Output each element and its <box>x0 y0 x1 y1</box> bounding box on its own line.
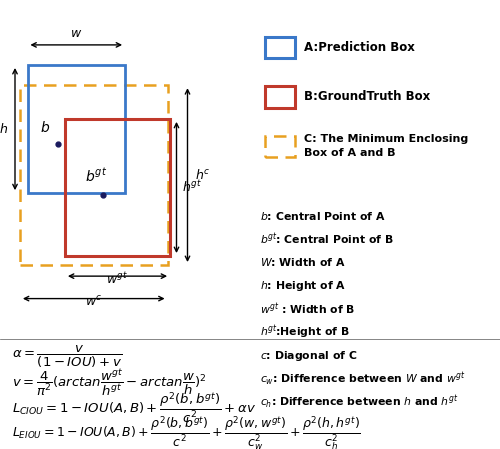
Text: $\alpha = \dfrac{v}{(1-IOU)+v}$: $\alpha = \dfrac{v}{(1-IOU)+v}$ <box>12 344 123 370</box>
Text: $w^{gt}$: $w^{gt}$ <box>106 271 128 286</box>
Bar <box>65 119 170 256</box>
Bar <box>265 136 295 157</box>
Text: $c_h$: Difference between $h$ and $h^{gt}$: $c_h$: Difference between $h$ and $h^{gt… <box>260 394 458 411</box>
Text: $w^c$: $w^c$ <box>85 295 102 309</box>
Text: $h$: Height of A: $h$: Height of A <box>260 278 346 293</box>
Text: $h^{gt}$: $h^{gt}$ <box>182 180 203 195</box>
Text: C: The Minimum Enclosing
Box of A and B: C: The Minimum Enclosing Box of A and B <box>304 134 468 158</box>
Text: $h^{gt}$:Height of B: $h^{gt}$:Height of B <box>260 323 350 341</box>
Text: $b$: Central Point of A: $b$: Central Point of A <box>260 210 386 221</box>
Text: $L_{CIOU} = 1-IOU(A,B)+\dfrac{\rho^{2}(b,b^{gt})}{c^{2}}+\alpha v$: $L_{CIOU} = 1-IOU(A,B)+\dfrac{\rho^{2}(b… <box>12 390 257 425</box>
Text: $c_w$: Difference between $W$ and $w^{gt}$: $c_w$: Difference between $W$ and $w^{gt… <box>260 370 466 387</box>
Text: $b^{gt}$: $b^{gt}$ <box>85 167 107 184</box>
Text: $h$: $h$ <box>0 122 8 136</box>
Text: $b^{gt}$: Central Point of B: $b^{gt}$: Central Point of B <box>260 231 394 247</box>
Text: $w$: $w$ <box>70 27 82 40</box>
Text: $c$: Diagonal of C: $c$: Diagonal of C <box>260 348 358 363</box>
Text: $h^c$: $h^c$ <box>195 168 210 182</box>
Text: $w^{gt}$ : Width of B: $w^{gt}$ : Width of B <box>260 301 355 317</box>
Bar <box>28 65 125 193</box>
Text: $b$: $b$ <box>40 120 50 135</box>
Bar <box>265 37 295 58</box>
Text: $v = \dfrac{4}{\pi^{2}}(arctan\dfrac{w^{gt}}{h^{gt}}-arctan\dfrac{w}{h})^{2}$: $v = \dfrac{4}{\pi^{2}}(arctan\dfrac{w^{… <box>12 367 207 398</box>
Bar <box>20 85 168 265</box>
Bar <box>265 86 295 108</box>
Text: $W$: Width of A: $W$: Width of A <box>260 256 346 268</box>
Text: A:Prediction Box: A:Prediction Box <box>304 41 415 54</box>
Text: $L_{EIOU} = 1-IOU(A,B)+\dfrac{\rho^{2}(b,b^{gt})}{c^{2}}+\dfrac{\rho^{2}(w,w^{gt: $L_{EIOU} = 1-IOU(A,B)+\dfrac{\rho^{2}(b… <box>12 415 362 449</box>
Text: B:GroundTruth Box: B:GroundTruth Box <box>304 91 430 103</box>
